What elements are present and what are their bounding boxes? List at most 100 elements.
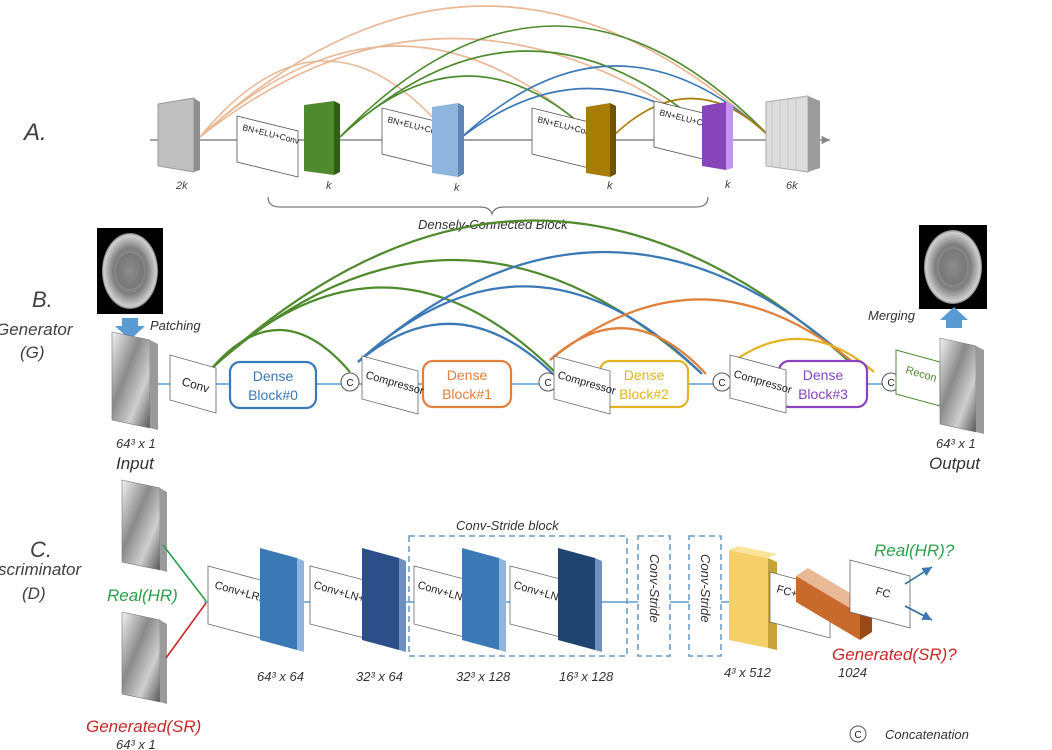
skip-arc (357, 250, 857, 367)
generated-sr-patch (121, 611, 167, 704)
size-label: 4³ x 512 (724, 665, 772, 680)
output-label: Output (929, 454, 981, 473)
skip-arc (549, 298, 861, 369)
generated-size-label: 64³ x 1 (116, 737, 156, 750)
skip-arc (211, 328, 351, 373)
svg-text:C: C (346, 378, 353, 389)
bn-elu-conv-card: BN+ELU+Conv (236, 115, 301, 178)
size-label: 32³ x 64 (356, 669, 403, 684)
input-label: Input (116, 454, 155, 473)
input-feature-2k (157, 97, 195, 173)
generated-sr-label: Generated(SR) (86, 717, 201, 736)
skip-arc (357, 285, 703, 375)
size-label: 1024 (838, 665, 867, 680)
size-label: 64³ x 64 (257, 669, 304, 684)
panel-b-skip-arcs (211, 219, 875, 375)
skip-arc (199, 60, 451, 138)
dense-block-2: Dense Block#2 (598, 359, 690, 409)
output-brain-image (919, 225, 987, 309)
compressor-card: Compressor (361, 355, 425, 415)
panel-b-abbr: (G) (20, 343, 45, 362)
feature-map-64 (260, 548, 304, 652)
skip-arc (611, 97, 771, 138)
skip-arc (357, 322, 554, 375)
svg-text:Conv-Stride: Conv-Stride (698, 554, 713, 623)
input-patch (111, 331, 158, 430)
patching-label: Patching (150, 318, 201, 333)
skip-arc (729, 337, 875, 373)
skip-arc (549, 327, 707, 375)
svg-text:C: C (854, 730, 861, 741)
dense-block-0: Dense Block#0 (228, 360, 318, 410)
real-output-arrow (904, 566, 933, 585)
feature-map-16-128 (558, 548, 602, 652)
size-label: k (454, 182, 460, 194)
feature-map-lightblue (432, 103, 458, 177)
generated-question-label: Generated(SR)? (832, 645, 957, 664)
concat-circle: C (712, 372, 732, 392)
recon-card: Recon (895, 349, 941, 407)
concat-circle: C (340, 372, 360, 392)
real-hr-label: Real(HR) (107, 586, 178, 605)
size-label: 16³ x 128 (559, 669, 614, 684)
skip-arc (211, 286, 556, 373)
input-brain-image (97, 228, 163, 314)
svg-text:C: C (718, 378, 725, 389)
fc-card: FC (849, 559, 911, 629)
size-label: k (607, 180, 613, 192)
size-label: k (725, 179, 731, 191)
real-input-line (162, 544, 207, 602)
output-patch (939, 337, 984, 434)
output-feature-6k (765, 95, 820, 173)
panel-a-skip-arcs (199, 5, 771, 138)
feature-map-32-128 (462, 548, 506, 652)
skip-arc (199, 37, 716, 138)
svg-text:Dense: Dense (624, 367, 665, 383)
svg-text:Conv-Stride: Conv-Stride (647, 554, 662, 623)
panel-c-marker: C. (30, 537, 52, 562)
feature-map-green (304, 101, 334, 175)
merging-label: Merging (868, 308, 916, 323)
svg-text:Block#1: Block#1 (442, 386, 492, 402)
dense-block-1: Dense Block#1 (421, 359, 513, 409)
panel-c-name: scriminator (0, 560, 82, 579)
svg-text:Dense: Dense (253, 368, 294, 384)
skip-arc (339, 25, 771, 138)
svg-text:Block#3: Block#3 (798, 386, 848, 402)
legend-text: Concatenation (885, 727, 969, 742)
dense-block-brace (267, 196, 709, 217)
svg-text:Block#2: Block#2 (619, 386, 669, 402)
size-label: 2k (175, 180, 188, 192)
generated-input-line (165, 602, 207, 659)
input-size-label: 64³ x 1 (116, 436, 156, 451)
feature-map-purple (702, 102, 726, 170)
concat-circle: C (538, 372, 558, 392)
concatenation-legend: C Concatenation (849, 725, 969, 743)
panel-c-abbr: (D) (22, 584, 46, 603)
skip-arc (199, 45, 596, 138)
svg-text:Block#0: Block#0 (248, 387, 298, 403)
svg-text:C: C (887, 378, 894, 389)
feature-map-32-64 (362, 548, 406, 652)
real-hr-patch (121, 479, 167, 572)
brace-label: Densely-Connected Block (418, 217, 569, 232)
skip-arc (339, 50, 716, 138)
patching-arrow-icon (115, 318, 145, 340)
size-label: 32³ x 128 (456, 669, 511, 684)
panel-a-marker: A. (22, 119, 47, 146)
size-label: 6k (786, 180, 798, 192)
generated-output-arrow (904, 605, 933, 621)
svg-text:Dense: Dense (803, 367, 844, 383)
conv-stride-block-label: Conv-Stride block (456, 518, 560, 533)
compressor-card: Compressor (729, 354, 793, 414)
dense-block-3: Dense Block#3 (777, 359, 869, 409)
conv-stride-box: Conv-Stride (688, 535, 722, 657)
conv-stride-block (408, 535, 628, 657)
conv-stride-box: Conv-Stride (637, 535, 671, 657)
panel-b-name: Generator (0, 320, 74, 339)
merging-arrow-icon (940, 307, 968, 328)
panel-b-marker: B. (32, 287, 53, 312)
feature-map-mustard (586, 103, 610, 177)
svg-text:Dense: Dense (447, 367, 488, 383)
